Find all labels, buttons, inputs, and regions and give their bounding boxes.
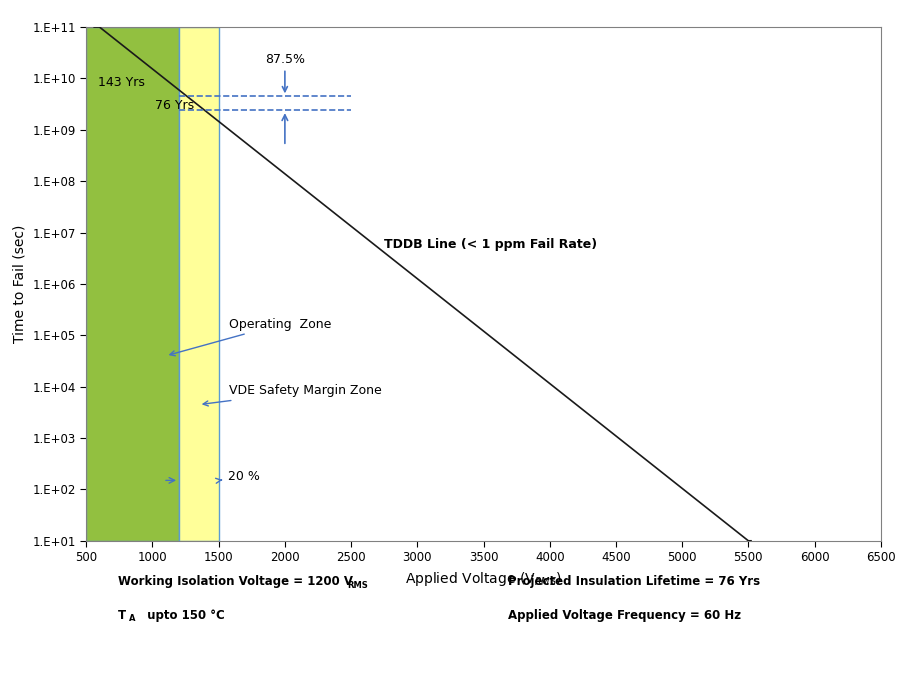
Text: TDDB Line (< 1 ppm Fail Rate): TDDB Line (< 1 ppm Fail Rate) <box>384 238 597 251</box>
Text: Operating  Zone: Operating Zone <box>170 318 331 356</box>
Text: Applied Voltage Frequency = 60 Hz: Applied Voltage Frequency = 60 Hz <box>508 608 742 621</box>
Text: A: A <box>129 614 135 623</box>
Text: 143 Yrs: 143 Yrs <box>98 76 145 89</box>
Text: Working Isolation Voltage = 1200 V: Working Isolation Voltage = 1200 V <box>118 575 353 587</box>
Text: 76 Yrs: 76 Yrs <box>155 99 194 112</box>
Y-axis label: Time to Fail (sec): Time to Fail (sec) <box>13 224 27 343</box>
Text: 20 %: 20 % <box>215 470 260 483</box>
X-axis label: Applied Voltage (V$_{RMS}$): Applied Voltage (V$_{RMS}$) <box>405 570 562 587</box>
Text: 87.5%: 87.5% <box>265 53 305 91</box>
Text: T: T <box>118 608 126 621</box>
Bar <box>179 27 219 541</box>
Text: RMS: RMS <box>347 581 368 590</box>
Bar <box>86 27 179 541</box>
Text: VDE Safety Margin Zone: VDE Safety Margin Zone <box>203 385 382 406</box>
Text: upto 150 °C: upto 150 °C <box>140 608 225 621</box>
Text: Projected Insulation Lifetime = 76 Yrs: Projected Insulation Lifetime = 76 Yrs <box>508 575 761 587</box>
